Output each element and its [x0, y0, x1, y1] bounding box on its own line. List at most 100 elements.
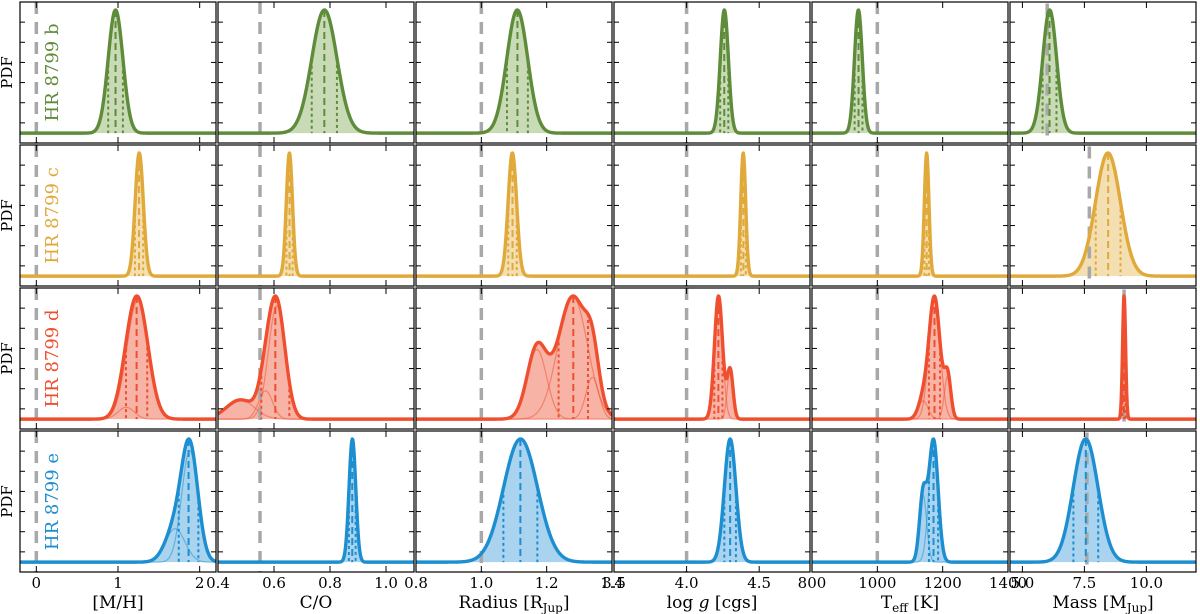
- panel-hr-8799-b-mh: HR 8799 b: [19, 1, 217, 144]
- component-curve: [812, 375, 1008, 420]
- panel-frame: [217, 430, 415, 573]
- panel-frame: [811, 287, 1009, 430]
- panel-hr-8799-c-mass: [1009, 144, 1197, 287]
- panel-hr-8799-e-mass: [1009, 430, 1197, 573]
- panel-hr-8799-b-co: [217, 1, 415, 144]
- panel-hr-8799-e-co: [217, 430, 415, 573]
- panel-frame: [1009, 287, 1197, 430]
- x-tick-label: 0.4: [206, 574, 230, 592]
- posterior-fill: [416, 439, 612, 563]
- panel-frame: [613, 1, 811, 144]
- panel-frame: [415, 287, 613, 430]
- posterior-curve: [20, 8, 216, 135]
- posterior-curve: [812, 151, 1008, 278]
- x-axis-label: Mass [MJup]: [1052, 593, 1153, 614]
- posterior-curve: [812, 437, 1008, 564]
- x-tick-label: 0: [32, 574, 42, 592]
- panel-hr-8799-d-radius: [415, 287, 613, 430]
- posterior-curve: [218, 437, 414, 564]
- x-tick-label: 1.0: [469, 574, 493, 592]
- panel-frame: [1009, 1, 1197, 144]
- x-tick-label: 4.0: [675, 574, 699, 592]
- posterior-curve: [1010, 8, 1196, 135]
- panel-frame: [415, 144, 613, 287]
- x-tick-label: 1.0: [374, 574, 398, 592]
- panel-frame: [1009, 430, 1197, 573]
- posterior-curve: [218, 151, 414, 278]
- y-axis-label: PDF: [0, 342, 16, 375]
- posterior-fill: [812, 153, 1008, 277]
- posterior-fill: [812, 296, 1008, 420]
- posterior-curve: [416, 437, 612, 564]
- x-tick-label: 1200: [924, 574, 962, 592]
- posterior-curve: [416, 151, 612, 278]
- posterior-curve: [218, 8, 414, 135]
- posterior-curve: [614, 8, 810, 135]
- planet-label: HR 8799 b: [42, 23, 63, 121]
- panel-frame: [613, 430, 811, 573]
- x-axis-label: [M/H]: [92, 593, 143, 613]
- panel-hr-8799-c-radius: [415, 144, 613, 287]
- posterior-fill: [218, 10, 414, 134]
- planet-label: HR 8799 c: [42, 167, 63, 264]
- x-tick-label: 1: [113, 574, 123, 592]
- posterior-fill: [416, 153, 612, 277]
- x-tick-label: 0.8: [318, 574, 342, 592]
- posterior-fill: [614, 439, 810, 563]
- panel-hr-8799-c-co: [217, 144, 415, 287]
- panel-frame: [415, 430, 613, 573]
- panel-hr-8799-d-mass: [1009, 287, 1197, 430]
- panel-frame: [613, 287, 811, 430]
- x-tick-label: 0.6: [262, 574, 286, 592]
- panel-hr-8799-b-logg: [613, 1, 811, 144]
- panel-frame: [217, 144, 415, 287]
- posterior-curve: [614, 294, 810, 421]
- y-axis-label: PDF: [0, 56, 16, 89]
- x-tick-label: 800: [798, 574, 827, 592]
- posterior-fill: [812, 439, 1008, 563]
- posterior-fill: [416, 296, 612, 420]
- x-axis-label: log g [cgs]: [667, 593, 758, 613]
- panel-hr-8799-d-logg: [613, 287, 811, 430]
- posterior-fill: [1010, 153, 1196, 277]
- posterior-curve: [1010, 151, 1196, 278]
- x-axis-label: Radius [RJup]: [458, 593, 569, 614]
- posterior-curve: [812, 294, 1008, 421]
- panel-frame: [217, 1, 415, 144]
- posterior-fill: [1010, 439, 1196, 563]
- x-tick-label: 1400: [989, 574, 1027, 592]
- x-tick-label: 1.4: [600, 574, 624, 592]
- panel-frame: [811, 1, 1009, 144]
- x-tick-label: 4.5: [747, 574, 771, 592]
- posterior-fill: [20, 10, 216, 134]
- x-tick-label: 7.5: [1072, 574, 1096, 592]
- x-axis-label: Teff [K]: [881, 593, 939, 614]
- posterior-fill: [614, 10, 810, 134]
- x-tick-label: 2: [195, 574, 205, 592]
- x-tick-label: 10.0: [1130, 574, 1163, 592]
- panel-hr-8799-c-teff: [811, 144, 1009, 287]
- component-curve: [812, 494, 1008, 563]
- panel-hr-8799-d-co: [217, 287, 415, 430]
- x-tick-label: 5.0: [1010, 574, 1034, 592]
- posterior-fill: [1010, 296, 1196, 420]
- component-curve: [812, 438, 1008, 563]
- y-axis-label: PDF: [0, 485, 16, 518]
- planet-label: HR 8799 e: [42, 453, 63, 550]
- component-curve: [812, 400, 1008, 420]
- panel-hr-8799-d-teff: [811, 287, 1009, 430]
- panel-hr-8799-e-teff: [811, 430, 1009, 573]
- x-tick-label: 0.8: [404, 574, 428, 592]
- posterior-fill: [218, 153, 414, 277]
- component-curve: [812, 296, 1008, 420]
- panel-frame: [1009, 144, 1197, 287]
- panel-frame: [811, 144, 1009, 287]
- posterior-curve: [218, 294, 414, 421]
- panel-hr-8799-b-teff: [811, 1, 1009, 144]
- posterior-curve: [20, 294, 216, 421]
- posterior-curve: [1010, 437, 1196, 564]
- posterior-curve: [416, 294, 612, 421]
- panel-frame: [811, 430, 1009, 573]
- posterior-fill: [218, 439, 414, 563]
